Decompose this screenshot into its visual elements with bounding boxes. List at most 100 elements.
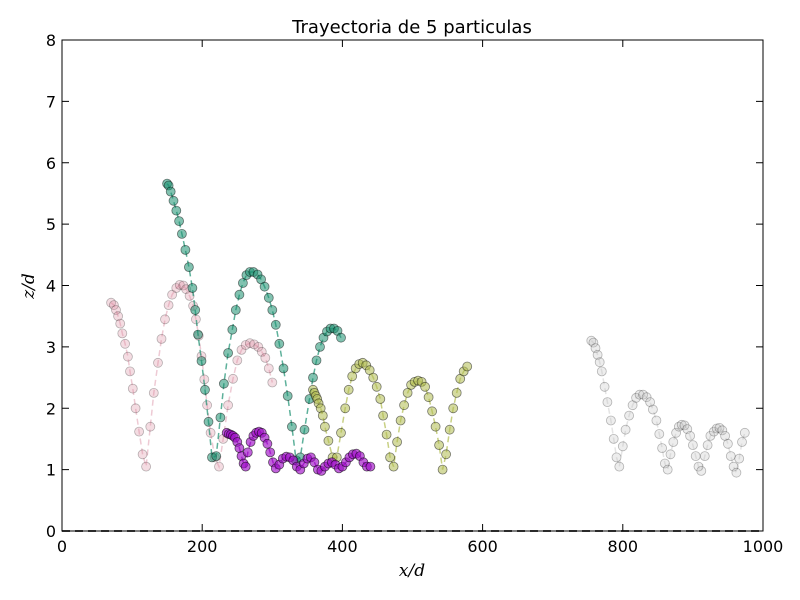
- series-1-line: [110, 284, 274, 470]
- series-3-point: [392, 437, 403, 447]
- series-3-point: [364, 365, 375, 376]
- series-5-point: [693, 461, 704, 472]
- series-5-point: [685, 430, 695, 441]
- series-3-point: [375, 394, 386, 404]
- series-5-point: [620, 424, 631, 435]
- series-1-point: [236, 344, 247, 355]
- series-1-point: [263, 363, 274, 374]
- series-5-point: [690, 451, 701, 462]
- series-3-point: [448, 403, 459, 414]
- series-2-point: [203, 416, 214, 427]
- plot-area: 0 200 400 600 800 1000 0 1 2 3 4 5 6 7 8: [46, 31, 784, 556]
- series-1-point: [253, 341, 264, 352]
- series-3-point: [402, 387, 413, 398]
- series-2-point: [187, 283, 198, 293]
- series-3-point: [420, 381, 431, 392]
- series-5-point: [586, 335, 597, 346]
- series-2-point: [278, 363, 289, 374]
- series-1: [106, 279, 278, 472]
- series-2-point: [237, 278, 248, 288]
- series-1-point: [244, 338, 255, 349]
- series-5-point: [682, 424, 693, 435]
- series-2-point: [196, 356, 207, 366]
- series-2-point: [215, 412, 226, 423]
- series-3-point: [343, 384, 354, 395]
- series-3-point: [423, 392, 434, 403]
- series-2-point: [308, 372, 318, 383]
- series-5-point: [606, 415, 616, 426]
- series-2-point: [282, 391, 293, 401]
- series-5-point: [705, 430, 716, 441]
- series-2-point: [267, 305, 278, 315]
- series-5-point: [651, 415, 662, 426]
- series-5-point: [696, 465, 707, 476]
- series-1-point: [141, 461, 152, 472]
- series-5-point: [594, 357, 605, 368]
- series-4-point: [265, 447, 276, 458]
- chart-title: Trayectoria de 5 particulas: [291, 17, 532, 38]
- y-tick-label: 0: [46, 522, 56, 541]
- series-2-point: [315, 341, 325, 352]
- series-5-point: [676, 419, 687, 430]
- series-3-point: [317, 410, 328, 421]
- series-1-point: [145, 421, 156, 432]
- series-1-point: [120, 338, 130, 349]
- series-2-point: [311, 355, 322, 366]
- series-2-point: [168, 195, 179, 206]
- axes-layer: 0 200 400 600 800 1000 0 1 2 3 4 5 6 7 8: [46, 31, 784, 556]
- series-3: [308, 357, 473, 475]
- series-2-point: [193, 329, 203, 340]
- x-tick-label: 400: [327, 537, 358, 556]
- series-1-point: [232, 355, 243, 366]
- series-4-point: [365, 461, 376, 472]
- series-2-point: [183, 262, 194, 273]
- series-4: [221, 426, 376, 476]
- series-2-point: [174, 216, 185, 227]
- series-3-point: [336, 427, 346, 438]
- series-5-point: [674, 421, 684, 432]
- series-1-point: [134, 426, 145, 437]
- series-5-point: [602, 397, 613, 408]
- x-tick-label: 1000: [743, 537, 784, 556]
- series-2-point: [180, 244, 191, 255]
- series-5-point: [668, 437, 679, 447]
- series-3-point: [444, 424, 455, 435]
- series-4-point: [242, 447, 253, 458]
- series-5-point: [592, 349, 603, 360]
- series-1-point: [148, 387, 159, 398]
- series-2-point: [200, 384, 210, 395]
- series-5-point: [709, 426, 719, 437]
- series-2-point: [336, 332, 346, 343]
- series-3-point: [378, 410, 389, 421]
- series-5-point: [671, 427, 681, 438]
- series-1-point: [214, 461, 224, 472]
- y-tick-label: 3: [46, 338, 56, 357]
- series-5-point: [660, 458, 670, 469]
- series-5-point: [599, 381, 610, 392]
- series-3-point: [462, 361, 473, 372]
- series-5-point: [662, 464, 673, 475]
- series-5-point: [648, 404, 658, 415]
- series-2-point: [227, 324, 238, 335]
- series-5-point: [614, 461, 625, 472]
- x-tick-label: 600: [467, 537, 498, 556]
- series-5-point: [608, 433, 619, 444]
- series-3-point: [340, 403, 351, 414]
- series-5-point: [723, 438, 733, 449]
- series-2-point: [286, 421, 297, 432]
- series-1-point: [123, 351, 133, 362]
- series-2: [162, 178, 346, 466]
- series-2-point: [299, 424, 310, 435]
- series-2-point: [190, 305, 201, 315]
- series-3-point: [388, 461, 399, 472]
- y-tick-label: 8: [46, 31, 56, 50]
- series-5-point: [590, 343, 601, 354]
- x-tick-label: 200: [187, 537, 218, 556]
- series-5-point: [657, 443, 667, 454]
- series-5-point: [725, 451, 736, 462]
- series-1-point: [130, 403, 141, 414]
- series-5-point: [728, 461, 739, 472]
- series-1-point: [109, 300, 119, 311]
- series-1-point: [163, 300, 174, 311]
